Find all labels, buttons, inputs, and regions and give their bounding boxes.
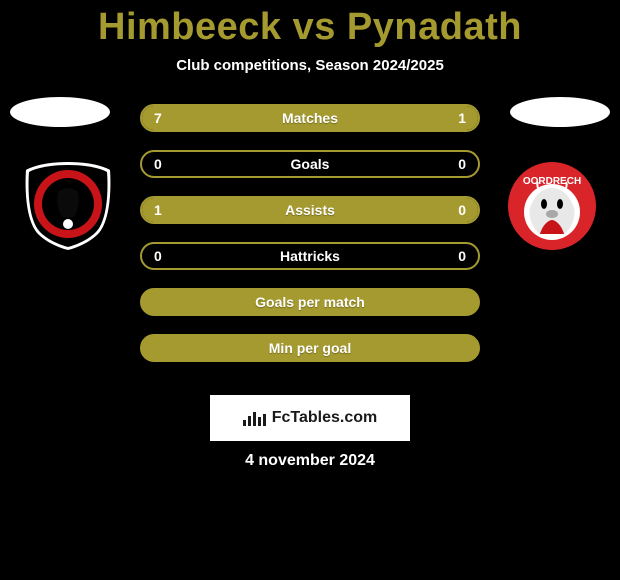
stat-label: Assists <box>285 202 335 218</box>
stat-row: 1 Assists 0 <box>140 196 480 224</box>
stat-label: Goals per match <box>255 294 365 310</box>
stat-value-right: 1 <box>458 110 466 126</box>
team-crest-left <box>18 162 118 250</box>
comparison-date: 4 november 2024 <box>0 452 620 470</box>
stat-value-left: 1 <box>154 202 162 218</box>
stat-row: 0 Hattricks 0 <box>140 242 480 270</box>
stat-label: Goals <box>291 156 330 172</box>
stat-row: 0 Goals 0 <box>140 150 480 178</box>
highlight-ellipse-left <box>10 97 110 127</box>
comparison-subtitle: Club competitions, Season 2024/2025 <box>0 57 620 74</box>
stat-label: Matches <box>282 110 338 126</box>
stats-list: 7 Matches 1 0 Goals 0 1 Assists 0 0 Hattricks 0 Goal… <box>140 104 480 362</box>
stat-value-left: 0 <box>154 248 162 264</box>
highlight-ellipse-right <box>510 97 610 127</box>
team-crest-right: OORDRECH <box>502 162 602 250</box>
stat-bar-fill-right <box>436 106 478 130</box>
stat-value-right: 0 <box>458 202 466 218</box>
stat-value-right: 0 <box>458 156 466 172</box>
bars-icon <box>243 410 266 426</box>
stat-value-left: 7 <box>154 110 162 126</box>
stat-label: Hattricks <box>280 248 340 264</box>
attribution-text: FcTables.com <box>272 409 378 427</box>
comparison-title: Himbeeck vs Pynadath <box>0 0 620 49</box>
stat-row: 7 Matches 1 <box>140 104 480 132</box>
attribution-badge: FcTables.com <box>210 395 410 441</box>
stat-row: Min per goal <box>140 334 480 362</box>
stat-value-left: 0 <box>154 156 162 172</box>
stat-row: Goals per match <box>140 288 480 316</box>
stat-label: Min per goal <box>269 340 351 356</box>
stat-value-right: 0 <box>458 248 466 264</box>
